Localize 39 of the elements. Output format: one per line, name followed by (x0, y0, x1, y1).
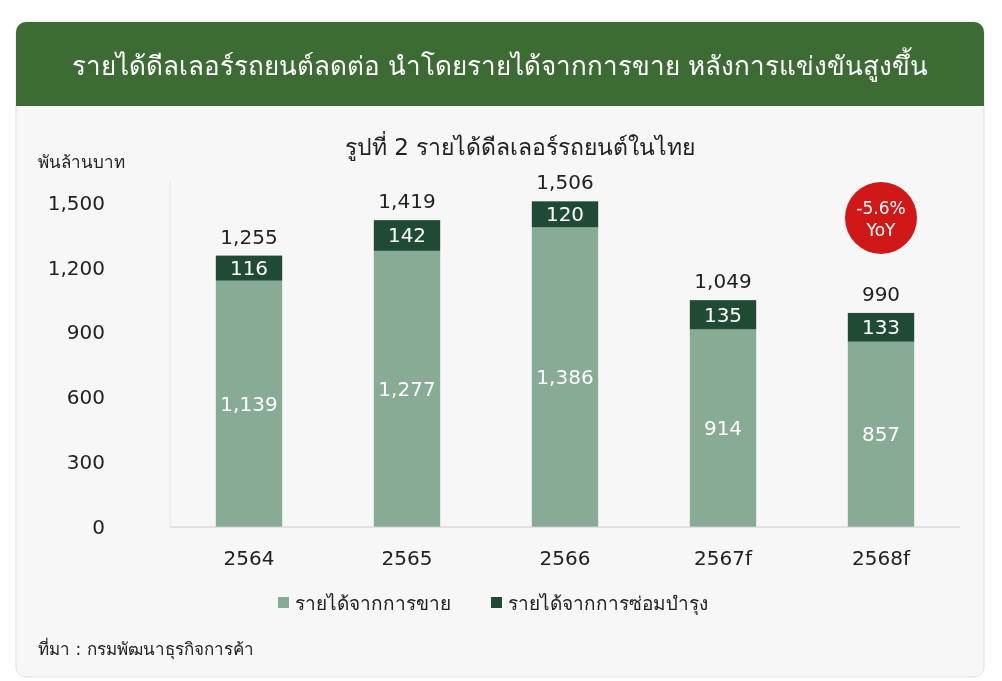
annotation: -5.6% YoY (845, 181, 917, 254)
bar (689, 329, 757, 527)
y-axis-title: พันล้านบาท (38, 152, 125, 172)
legend-label: รายได้จากการซ่อมบำรุง (508, 592, 708, 616)
data-label: 914 (703, 416, 743, 441)
y-tick-label: 300 (66, 450, 105, 475)
legend-label: รายได้จากการขาย (295, 592, 451, 614)
chart-subtitle: รูปที่ 2 รายได้ดีลเลอร์รถยนต์ในไทย (344, 131, 696, 161)
y-tick-label: 0 (92, 515, 105, 539)
bar (847, 341, 915, 527)
total-label: 1,419 (378, 189, 436, 214)
text: ที่มา : กรมพัฒนาธุรกิจการค้า (38, 637, 254, 660)
total-label: 1,506 (536, 170, 594, 195)
y-tick-label: 1,200 (47, 255, 105, 280)
annotation: -5.6% YoY (856, 197, 906, 240)
y-tick-label: 900 (66, 320, 105, 345)
x-tick-label: 2566 (539, 546, 591, 570)
data-label: 1,386 (536, 365, 594, 390)
total-label: 1,049 (694, 269, 752, 294)
x-tick-label: 2567f (694, 546, 753, 570)
data-label: 116 (229, 256, 269, 281)
chart-title: รายได้ดีลเลอร์รถยนต์ลดต่อ นำโดยรายได้จากการขาย หลังการแข่งขันสูงขึ้น (71, 47, 929, 82)
bar (373, 250, 441, 527)
total-label: 990 (861, 281, 901, 306)
data-label: 133 (861, 315, 901, 340)
data-label: 135 (703, 302, 743, 327)
x-tick-label: 2565 (381, 546, 433, 570)
x-tick-label: 2564 (223, 546, 275, 570)
total-label: 1,255 (220, 224, 278, 249)
data-label: 142 (387, 223, 427, 248)
data-label: 1,277 (378, 376, 436, 401)
data-label: 857 (861, 422, 901, 447)
x-tick-label: 2568f (852, 546, 911, 570)
bar (215, 280, 283, 527)
y-tick-label: 1,500 (47, 190, 105, 215)
bar (531, 227, 599, 527)
data-label: 1,139 (220, 391, 278, 416)
y-tick-label: 600 (66, 385, 105, 410)
data-label: 120 (545, 202, 585, 227)
